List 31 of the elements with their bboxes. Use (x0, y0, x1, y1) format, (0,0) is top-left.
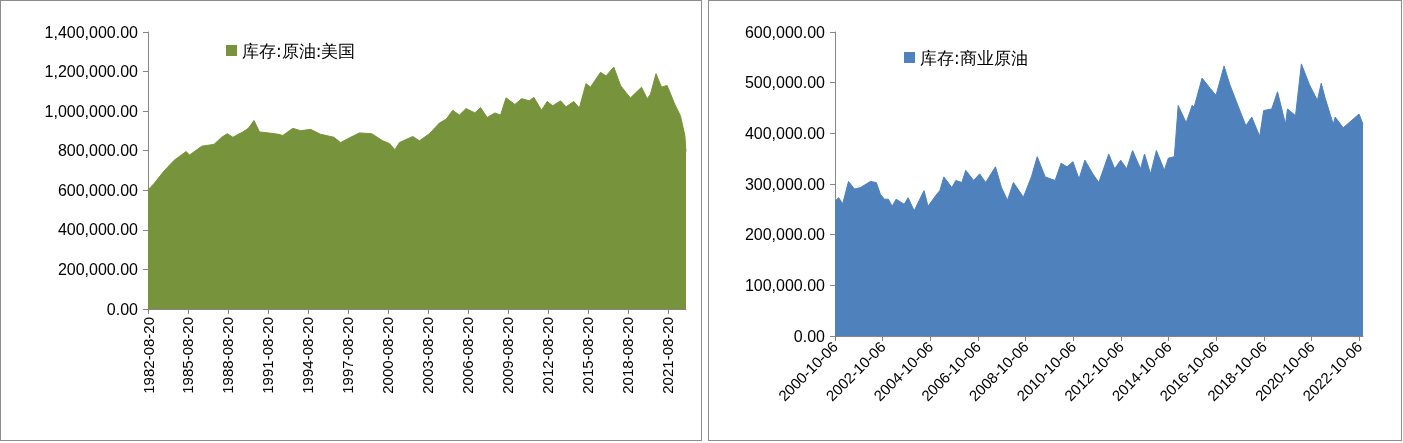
y-tick-label: 200,000.00 (57, 260, 139, 278)
y-tick-label: 600,000.00 (744, 23, 826, 41)
x-tick-label: 1994-08-20 (299, 317, 317, 394)
x-tick-label: 1991-08-20 (259, 317, 277, 394)
x-tick-label: 1988-08-20 (219, 317, 237, 394)
x-tick-label: 1982-08-20 (139, 317, 157, 394)
x-tick-label: 1997-08-20 (339, 317, 357, 394)
y-tick-label: 300,000.00 (744, 175, 826, 193)
y-tick-label: 1,400,000.00 (44, 23, 139, 41)
x-tick-label: 2021-08-20 (659, 317, 677, 394)
y-tick-label: 500,000.00 (744, 74, 826, 92)
y-tick-label: 1,200,000.00 (44, 63, 139, 81)
x-tick-label: 2003-08-20 (419, 317, 437, 394)
y-tick-label: 400,000.00 (57, 221, 139, 239)
x-tick-label: 1985-08-20 (179, 317, 197, 394)
x-tick-label: 2018-08-20 (619, 317, 637, 394)
legend-label: 库存:原油:美国 (242, 40, 356, 61)
y-tick-label: 0.00 (793, 327, 826, 345)
x-tick-label: 2006-08-20 (459, 317, 477, 394)
legend-label: 库存:商业原油 (920, 47, 1028, 68)
y-tick-label: 0.00 (106, 300, 139, 318)
x-tick-label: 2012-08-20 (539, 317, 557, 394)
y-tick-label: 400,000.00 (744, 124, 826, 142)
y-tick-label: 1,000,000.00 (44, 102, 139, 120)
y-tick-label: 200,000.00 (744, 226, 826, 244)
x-tick-label: 2009-08-20 (499, 317, 517, 394)
x-tick-label: 2015-08-20 (579, 317, 597, 394)
y-tick-label: 100,000.00 (744, 276, 826, 294)
x-tick-label: 2000-08-20 (379, 317, 397, 394)
y-tick-label: 800,000.00 (57, 142, 139, 160)
y-tick-label: 600,000.00 (57, 181, 139, 199)
